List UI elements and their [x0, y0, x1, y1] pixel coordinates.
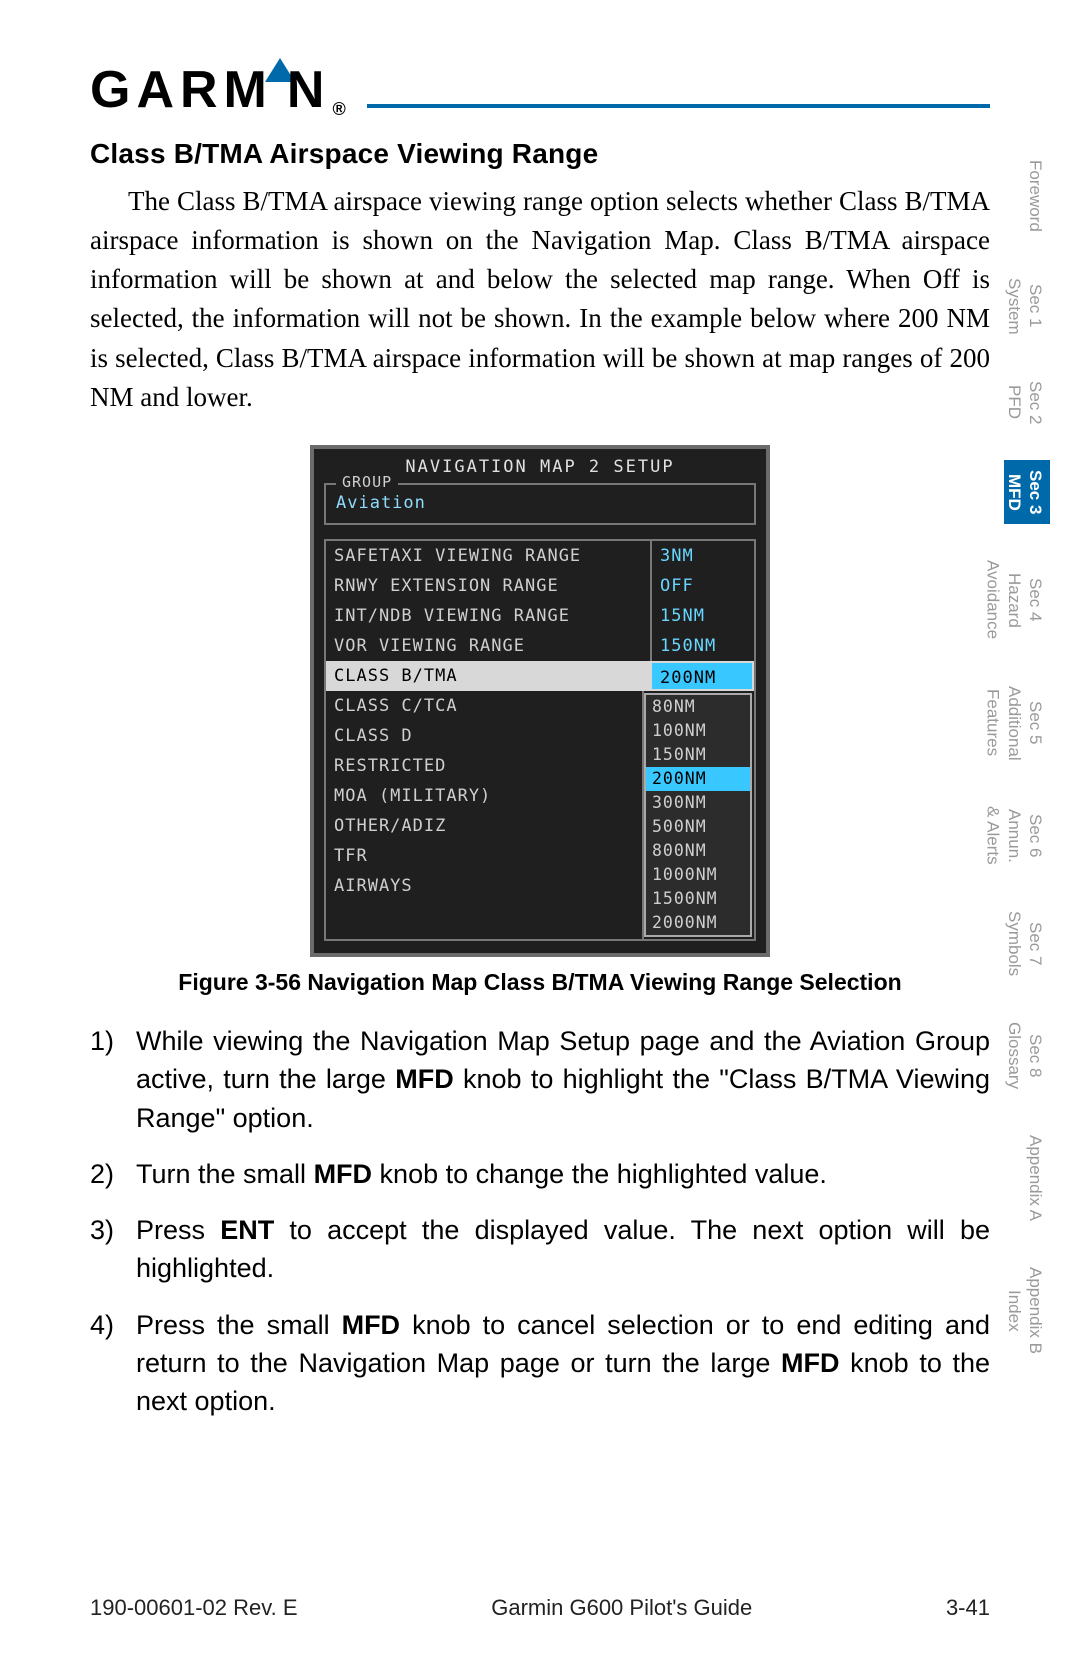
tab-appendix-a[interactable]: Appendix A	[1004, 1125, 1050, 1231]
dropdown-option[interactable]: 2000NM	[646, 911, 750, 935]
footer-center: Garmin G600 Pilot's Guide	[491, 1595, 752, 1621]
header-rule	[367, 104, 990, 108]
footer-left: 190-00601-02 Rev. E	[90, 1595, 298, 1621]
dropdown-option[interactable]: 500NM	[646, 815, 750, 839]
settings-top: SAFETAXI VIEWING RANGE3NM RNWY EXTENSION…	[324, 539, 756, 691]
list-item: CLASS D	[326, 721, 642, 751]
dropdown-option[interactable]: 300NM	[646, 791, 750, 815]
setting-row: RNWY EXTENSION RANGEOFF	[326, 571, 754, 601]
list-item: CLASS C/TCA	[326, 691, 642, 721]
dropdown-option[interactable]: 150NM	[646, 743, 750, 767]
dropdown-option[interactable]: 1000NM	[646, 863, 750, 887]
step-2: 2) Turn the small MFD knob to change the…	[90, 1155, 990, 1193]
step-1: 1) While viewing the Navigation Map Setu…	[90, 1022, 990, 1137]
step-4: 4) Press the small MFD knob to cancel se…	[90, 1306, 990, 1421]
body-paragraph: The Class B/TMA airspace viewing range o…	[90, 182, 990, 417]
section-heading: Class B/TMA Airspace Viewing Range	[90, 138, 990, 170]
setting-row: SAFETAXI VIEWING RANGE3NM	[326, 541, 754, 571]
dropdown-option[interactable]: 100NM	[646, 719, 750, 743]
setting-row-selected[interactable]: CLASS B/TMA200NM	[326, 661, 754, 691]
logo-text-right: N	[287, 60, 331, 120]
tab-sec2[interactable]: Sec 2PFD	[1004, 371, 1050, 434]
setting-row: INT/NDB VIEWING RANGE15NM	[326, 601, 754, 631]
side-tabs: Foreword Sec 1System Sec 2PFD Sec 3MFD S…	[1004, 150, 1050, 1364]
tab-sec7[interactable]: Sec 7Symbols	[1004, 901, 1050, 986]
paragraph-text: The Class B/TMA airspace viewing range o…	[90, 186, 990, 412]
group-box: GROUP Aviation	[324, 483, 756, 525]
setting-row: VOR VIEWING RANGE150NM	[326, 631, 754, 661]
tab-sec8[interactable]: Sec 8Glossary	[1004, 1012, 1050, 1099]
garmin-logo: GARM N ®	[90, 58, 352, 120]
group-value: Aviation	[336, 493, 426, 513]
step-3: 3) Press ENT to accept the displayed val…	[90, 1211, 990, 1288]
list-item: OTHER/ADIZ	[326, 811, 642, 841]
logo-registered: ®	[332, 99, 351, 120]
tab-foreword[interactable]: Foreword	[1004, 150, 1050, 242]
tab-sec6[interactable]: Sec 6Annun.& Alerts	[1004, 796, 1050, 875]
tab-sec5[interactable]: Sec 5AdditionalFeatures	[1004, 676, 1050, 771]
settings-list: CLASS C/TCA CLASS D RESTRICTED MOA (MILI…	[326, 691, 644, 939]
list-item: TFR	[326, 841, 642, 871]
dropdown-option-selected[interactable]: 200NM	[646, 767, 750, 791]
tab-sec3-active[interactable]: Sec 3MFD	[1004, 460, 1050, 524]
logo-text-left: GARM	[90, 60, 273, 120]
figure-caption: Figure 3-56 Navigation Map Class B/TMA V…	[178, 969, 901, 996]
page-header: GARM N ®	[90, 30, 990, 120]
tab-sec4[interactable]: Sec 4HazardAvoidance	[1004, 550, 1050, 649]
tab-appendix-b[interactable]: Appendix BIndex	[1004, 1257, 1050, 1364]
steps-list: 1) While viewing the Navigation Map Setu…	[90, 1022, 990, 1421]
list-item: MOA (MILITARY)	[326, 781, 642, 811]
list-item: AIRWAYS	[326, 871, 642, 901]
dropdown-option[interactable]: 80NM	[646, 695, 750, 719]
footer-right: 3-41	[946, 1595, 990, 1621]
figure: NAVIGATION MAP 2 SETUP GROUP Aviation SA…	[90, 445, 990, 996]
tab-sec1[interactable]: Sec 1System	[1004, 268, 1050, 345]
range-dropdown[interactable]: 80NM 100NM 150NM 200NM 300NM 500NM 800NM…	[644, 693, 752, 937]
dropdown-option[interactable]: 1500NM	[646, 887, 750, 911]
page-footer: 190-00601-02 Rev. E Garmin G600 Pilot's …	[90, 1595, 990, 1621]
list-item: RESTRICTED	[326, 751, 642, 781]
device-screenshot: NAVIGATION MAP 2 SETUP GROUP Aviation SA…	[310, 445, 770, 957]
dropdown-option[interactable]: 800NM	[646, 839, 750, 863]
group-label: GROUP	[336, 473, 398, 491]
